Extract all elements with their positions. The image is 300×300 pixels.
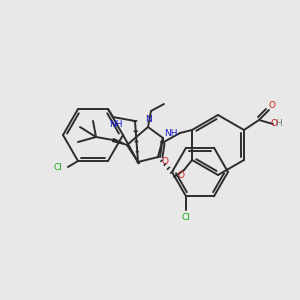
- Text: N: N: [146, 116, 152, 124]
- Text: NH: NH: [164, 130, 178, 139]
- Text: O: O: [178, 170, 184, 179]
- Text: O: O: [161, 157, 169, 166]
- Text: O: O: [271, 119, 278, 128]
- Text: O: O: [268, 101, 275, 110]
- Text: NH: NH: [109, 119, 123, 128]
- Polygon shape: [112, 139, 127, 145]
- Text: Cl: Cl: [182, 213, 190, 222]
- Text: H: H: [276, 119, 282, 128]
- Polygon shape: [160, 138, 164, 143]
- Text: Cl: Cl: [54, 164, 62, 172]
